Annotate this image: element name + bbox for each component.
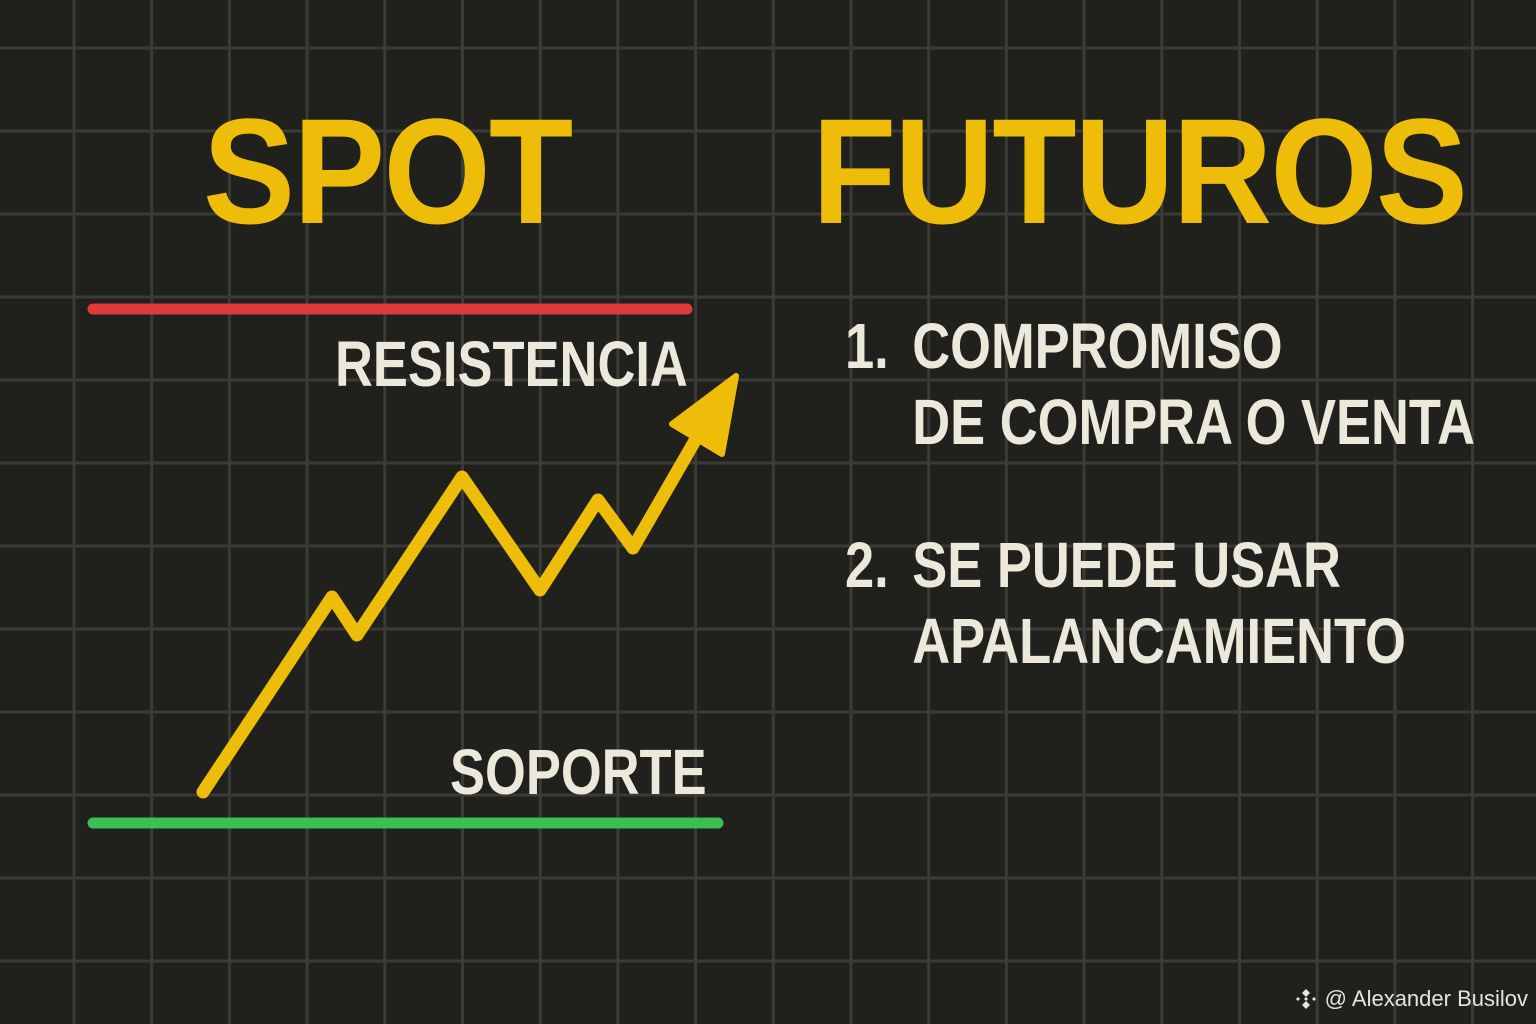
watermark: @ Alexander Busilov — [1293, 986, 1528, 1012]
futuros-title: FUTUROS — [812, 87, 1468, 255]
binance-logo-icon — [1295, 989, 1316, 1009]
list-line: COMPROMISO — [912, 310, 1283, 382]
watermark-text: @ Alexander Busilov — [1324, 986, 1528, 1011]
list-item-1: 1. COMPROMISO DE COMPRA O VENTA — [845, 308, 1475, 460]
list-line: DE COMPRA O VENTA — [912, 386, 1475, 458]
arrow-head-icon — [669, 373, 739, 457]
spot-title: SPOT — [203, 87, 573, 255]
list-number: 2. — [845, 529, 889, 601]
support-label: SOPORTE — [450, 736, 707, 808]
list-line: APALANCAMIENTO — [912, 605, 1406, 677]
list-number: 1. — [845, 310, 889, 382]
list-line: SE PUEDE USAR — [912, 529, 1341, 601]
resistance-label: RESISTENCIA — [335, 328, 688, 400]
list-item-2: 2. SE PUEDE USAR APALANCAMIENTO — [845, 527, 1406, 679]
price-trend-line — [196, 425, 707, 799]
